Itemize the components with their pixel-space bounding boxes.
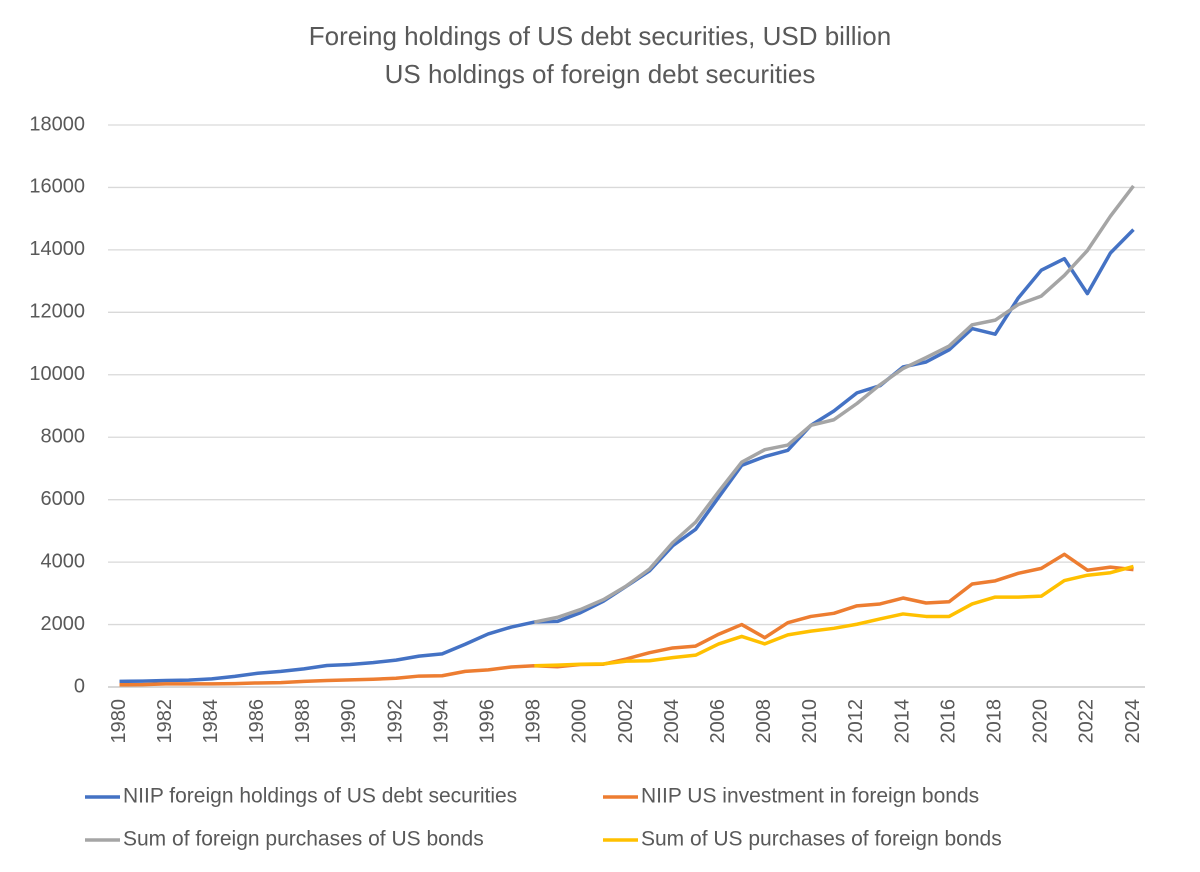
- legend-label: NIIP foreign holdings of US debt securit…: [123, 785, 517, 808]
- x-tick-label: 2000: [569, 699, 591, 744]
- y-tick-label: 4000: [41, 550, 86, 572]
- y-tick-label: 18000: [29, 113, 85, 135]
- x-tick-label: 1986: [246, 699, 268, 744]
- chart-subtitle: US holdings of foreign debt securities: [385, 59, 816, 89]
- y-tick-label: 0: [74, 675, 85, 697]
- x-tick-label: 2024: [1122, 699, 1144, 744]
- y-tick-label: 2000: [41, 613, 86, 635]
- x-tick-label: 1982: [154, 699, 176, 744]
- x-tick-label: 1992: [384, 699, 406, 744]
- x-tick-label: 2002: [615, 699, 637, 744]
- x-tick-label: 2010: [799, 699, 821, 744]
- legend-label: NIIP US investment in foreign bonds: [641, 785, 979, 808]
- y-tick-label: 12000: [29, 301, 85, 323]
- x-tick-label: 1996: [477, 699, 499, 744]
- y-tick-label: 16000: [29, 176, 85, 198]
- x-tick-label: 2006: [707, 699, 729, 744]
- series-line: [534, 564, 1134, 668]
- legend-label: Sum of US purchases of foreign bonds: [641, 828, 1002, 851]
- y-tick-label: 14000: [29, 238, 85, 260]
- y-tick-label: 6000: [41, 488, 86, 510]
- x-tick-label: 1988: [292, 699, 314, 744]
- x-tick-label: 1984: [200, 699, 222, 744]
- x-tick-label: 2018: [983, 699, 1005, 744]
- x-tick-label: 2016: [937, 699, 959, 744]
- x-tick-label: 2022: [1076, 699, 1098, 744]
- x-tick-label: 2014: [891, 699, 913, 744]
- x-tick-label: 2012: [845, 699, 867, 744]
- series-line: [119, 552, 1134, 687]
- x-tick-label: 2008: [753, 699, 775, 744]
- y-tick-label: 10000: [29, 363, 85, 385]
- x-tick-label: 1990: [338, 699, 360, 744]
- legend-label: Sum of foreign purchases of US bonds: [123, 828, 484, 851]
- x-tick-label: 2020: [1030, 699, 1052, 744]
- x-tick-label: 2004: [661, 699, 683, 744]
- chart-title: Foreing holdings of US debt securities, …: [309, 21, 891, 51]
- x-tick-label: 1998: [523, 699, 545, 744]
- x-tick-label: 1994: [430, 699, 452, 744]
- series-line: [533, 184, 1135, 624]
- y-tick-label: 8000: [41, 426, 86, 448]
- x-tick-label: 1980: [108, 699, 130, 744]
